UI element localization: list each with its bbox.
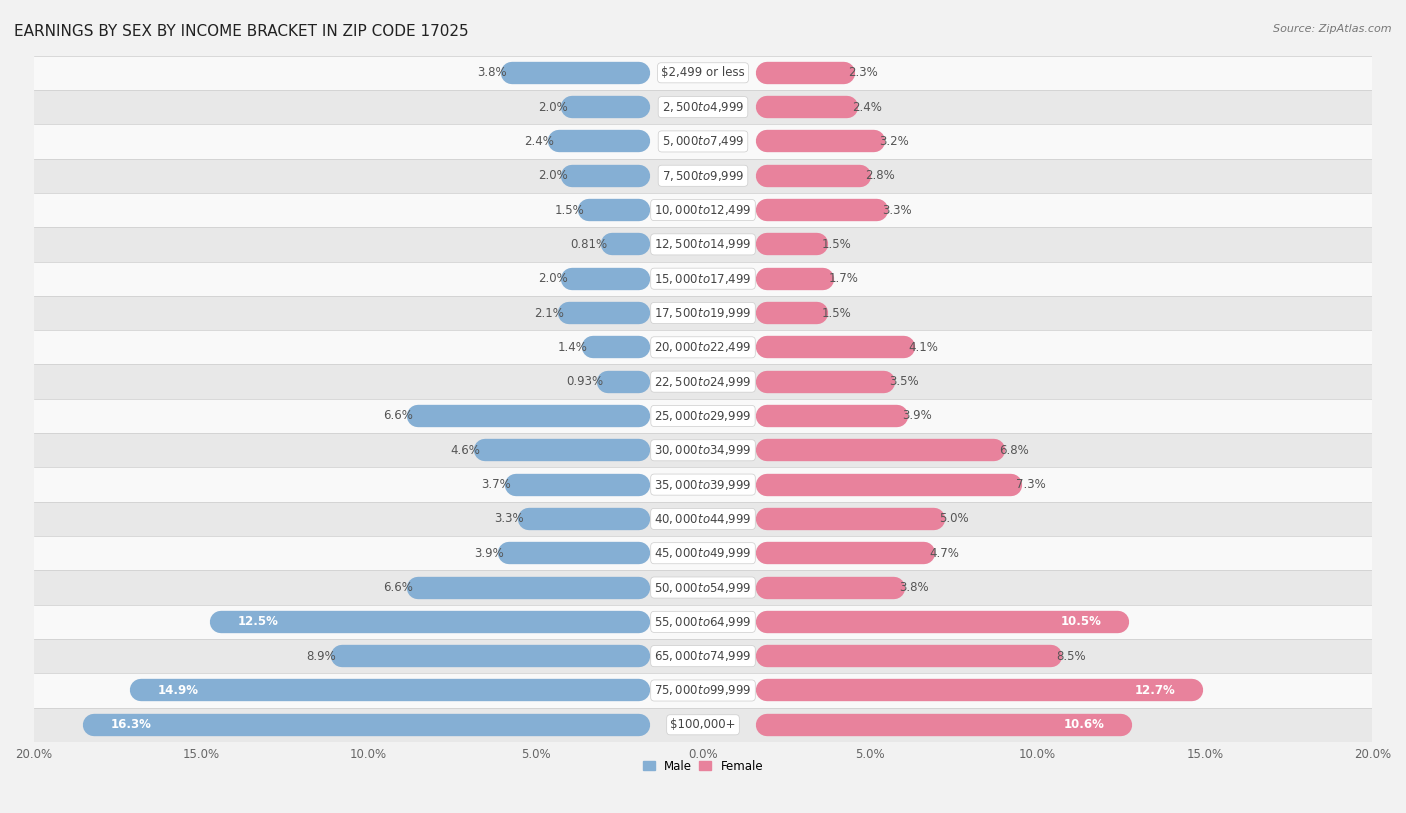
Text: $20,000 to $22,499: $20,000 to $22,499 [654,341,752,354]
Text: 1.5%: 1.5% [823,238,852,251]
Text: $5,000 to $7,499: $5,000 to $7,499 [662,134,744,149]
Text: 2.8%: 2.8% [865,169,896,182]
Bar [34,364,1372,399]
Bar [34,90,1372,124]
Text: 1.5%: 1.5% [823,307,852,320]
Text: $25,000 to $29,999: $25,000 to $29,999 [654,409,752,423]
Text: 3.9%: 3.9% [903,410,932,423]
Text: 10.6%: 10.6% [1064,719,1105,732]
Text: 2.0%: 2.0% [537,169,568,182]
Text: 3.7%: 3.7% [481,478,510,491]
Text: $100,000+: $100,000+ [671,719,735,732]
Text: 2.3%: 2.3% [849,67,879,80]
Text: EARNINGS BY SEX BY INCOME BRACKET IN ZIP CODE 17025: EARNINGS BY SEX BY INCOME BRACKET IN ZIP… [14,24,468,39]
Text: 1.5%: 1.5% [554,203,583,216]
Text: 4.6%: 4.6% [450,444,481,457]
Text: 3.9%: 3.9% [474,546,503,559]
Text: $45,000 to $49,999: $45,000 to $49,999 [654,546,752,560]
Text: 10.5%: 10.5% [1060,615,1101,628]
Bar [34,707,1372,742]
Bar [34,55,1372,90]
Text: 4.1%: 4.1% [908,341,939,354]
Bar [34,467,1372,502]
Bar [34,399,1372,433]
Bar [34,536,1372,571]
Text: 8.9%: 8.9% [307,650,336,663]
Text: 14.9%: 14.9% [157,684,198,697]
Text: $55,000 to $64,999: $55,000 to $64,999 [654,615,752,628]
Text: 3.8%: 3.8% [898,581,928,594]
Text: 2.0%: 2.0% [537,272,568,285]
Text: 12.5%: 12.5% [238,615,278,628]
Text: 0.93%: 0.93% [567,375,603,388]
Text: 3.2%: 3.2% [879,135,908,148]
Text: $10,000 to $12,499: $10,000 to $12,499 [654,203,752,217]
Text: 7.3%: 7.3% [1017,478,1046,491]
Text: $50,000 to $54,999: $50,000 to $54,999 [654,580,752,594]
Text: $15,000 to $17,499: $15,000 to $17,499 [654,272,752,285]
Bar [34,605,1372,639]
Text: 0.81%: 0.81% [571,238,607,251]
Text: 2.4%: 2.4% [852,101,882,114]
Text: $2,499 or less: $2,499 or less [661,67,745,80]
Bar [34,330,1372,364]
Text: $35,000 to $39,999: $35,000 to $39,999 [654,477,752,492]
Legend: Male, Female: Male, Female [638,754,768,777]
Bar [34,262,1372,296]
Text: 2.1%: 2.1% [534,307,564,320]
Bar [34,571,1372,605]
Bar [34,193,1372,227]
Bar [34,296,1372,330]
Bar [34,433,1372,467]
Bar [34,673,1372,707]
Text: 3.3%: 3.3% [495,512,524,525]
Text: $40,000 to $44,999: $40,000 to $44,999 [654,512,752,526]
Bar [34,639,1372,673]
Bar [34,502,1372,536]
Bar [34,227,1372,262]
Text: 4.7%: 4.7% [929,546,959,559]
Bar [34,159,1372,193]
Text: $17,500 to $19,999: $17,500 to $19,999 [654,306,752,320]
Text: 16.3%: 16.3% [111,719,152,732]
Text: 6.6%: 6.6% [384,410,413,423]
Text: 3.5%: 3.5% [889,375,918,388]
Text: $12,500 to $14,999: $12,500 to $14,999 [654,237,752,251]
Text: $7,500 to $9,999: $7,500 to $9,999 [662,169,744,183]
Text: $22,500 to $24,999: $22,500 to $24,999 [654,375,752,389]
Text: 2.0%: 2.0% [537,101,568,114]
Text: 2.4%: 2.4% [524,135,554,148]
Text: 1.4%: 1.4% [558,341,588,354]
Bar [34,124,1372,159]
Text: $75,000 to $99,999: $75,000 to $99,999 [654,684,752,698]
Text: 3.3%: 3.3% [882,203,911,216]
Text: $65,000 to $74,999: $65,000 to $74,999 [654,649,752,663]
Text: Source: ZipAtlas.com: Source: ZipAtlas.com [1274,24,1392,34]
Text: 12.7%: 12.7% [1135,684,1175,697]
Text: $30,000 to $34,999: $30,000 to $34,999 [654,443,752,457]
Text: $2,500 to $4,999: $2,500 to $4,999 [662,100,744,114]
Text: 6.8%: 6.8% [1000,444,1029,457]
Text: 5.0%: 5.0% [939,512,969,525]
Text: 6.6%: 6.6% [384,581,413,594]
Text: 3.8%: 3.8% [478,67,508,80]
Text: 1.7%: 1.7% [828,272,859,285]
Text: 8.5%: 8.5% [1056,650,1085,663]
